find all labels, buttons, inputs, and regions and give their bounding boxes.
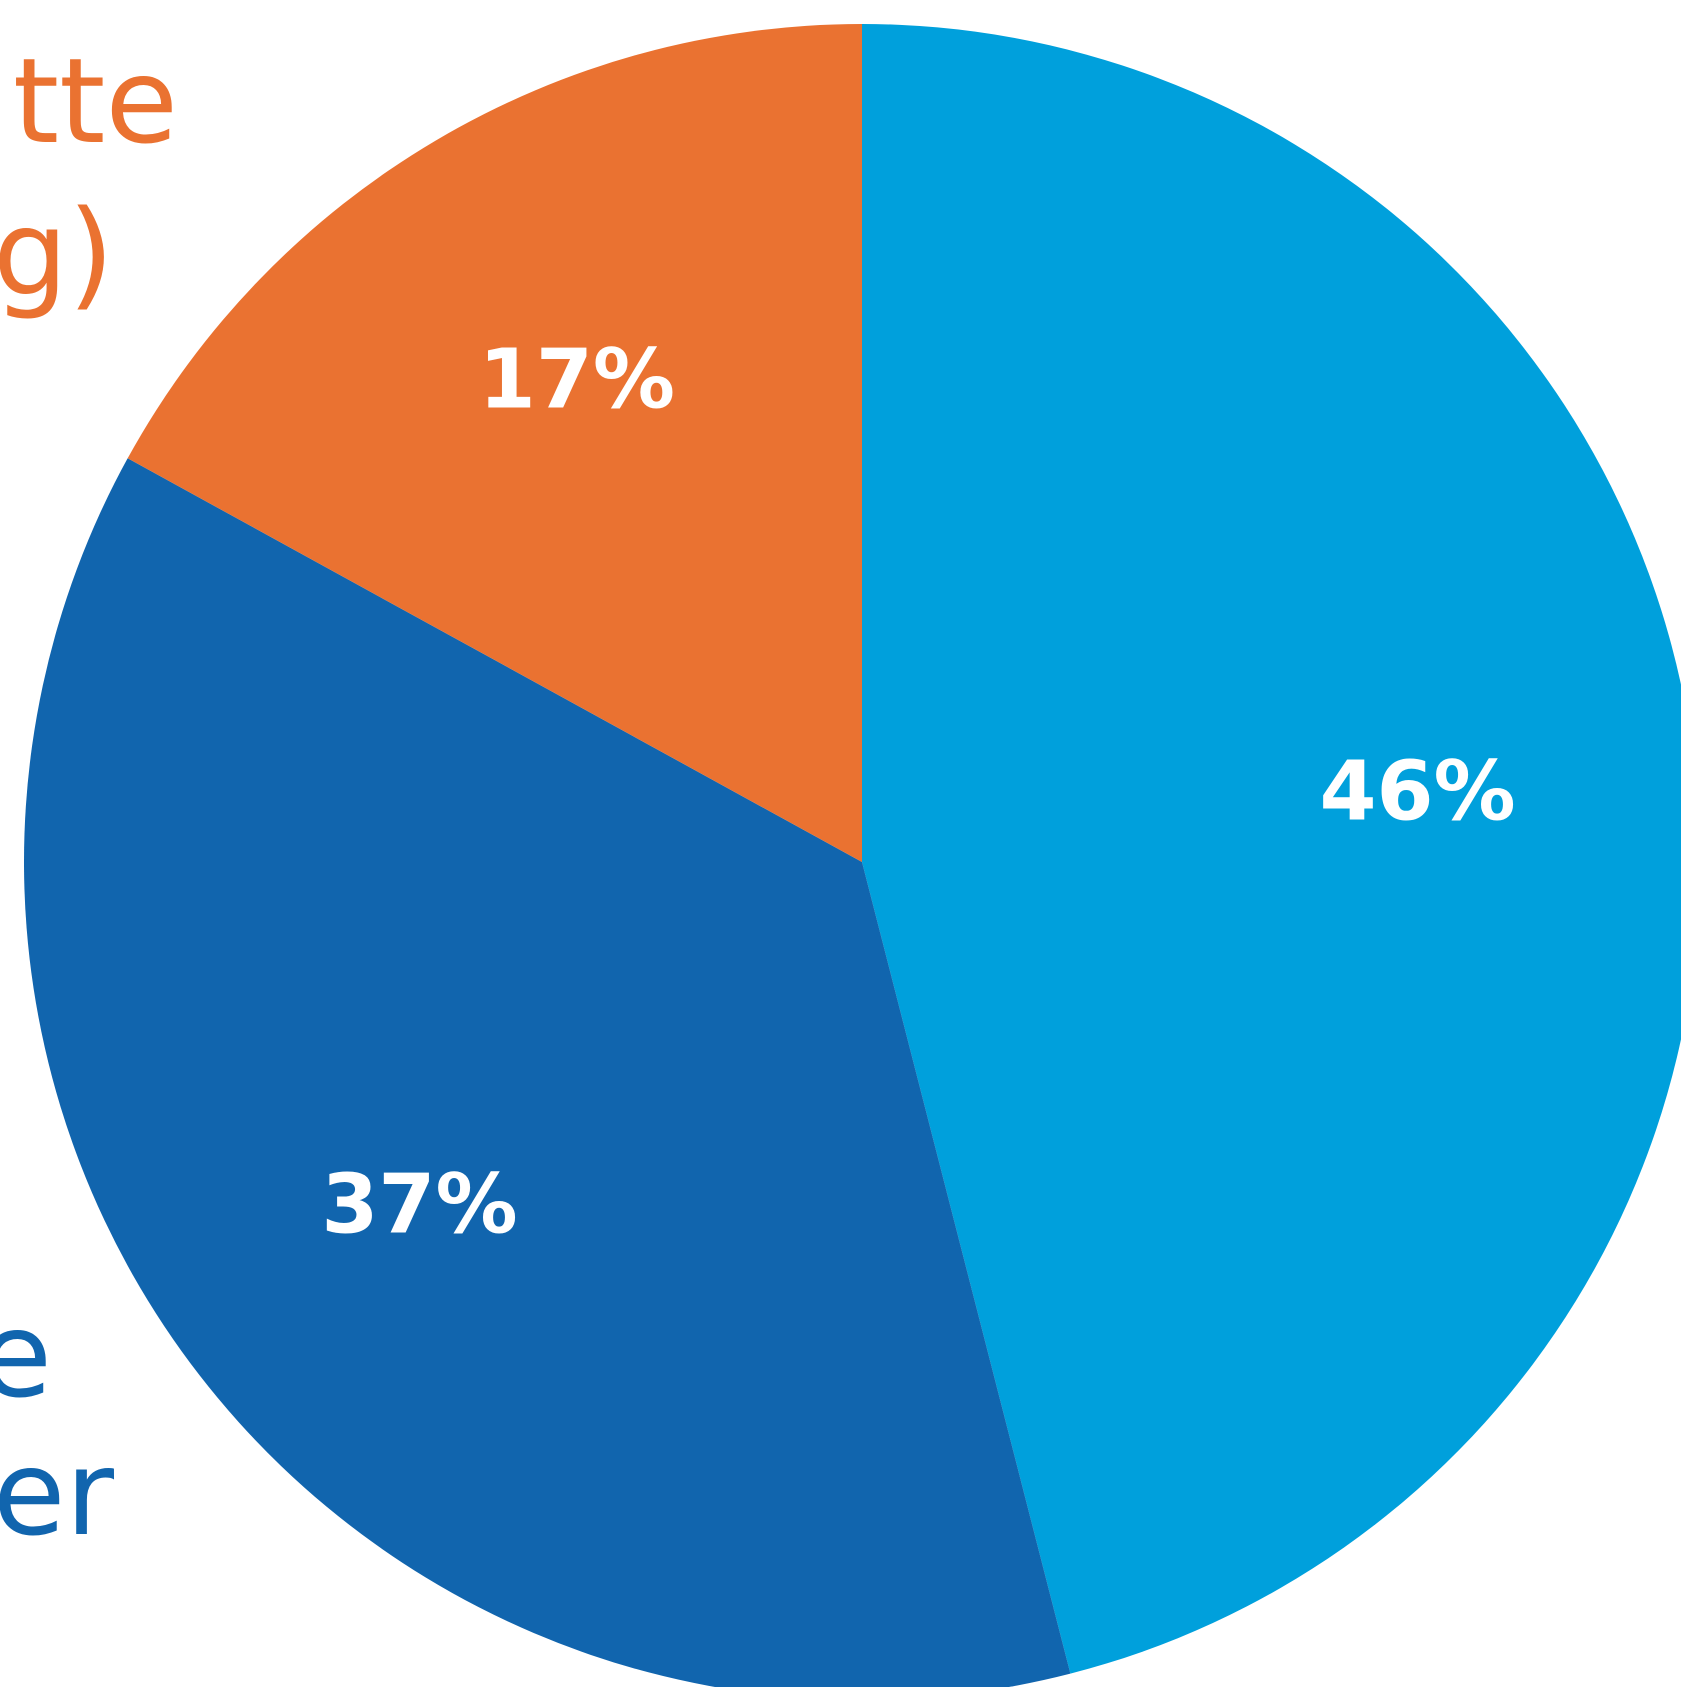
- slice-label-1: 46%: [1319, 744, 1515, 839]
- slice-label-2: 37%: [321, 1158, 517, 1253]
- pie-slice-1: [862, 24, 1681, 1674]
- pie-data-labels: 46% 37% 17%: [321, 332, 1515, 1252]
- side-text-bottom: e er: [0, 1286, 114, 1562]
- slice-label-3: 17%: [479, 332, 675, 427]
- side-text-top-line-2: g): [0, 184, 114, 322]
- pie-slice-2: [24, 458, 1071, 1687]
- pie-slice-3: [127, 24, 862, 862]
- side-text-bottom-line-2: er: [0, 1424, 114, 1562]
- side-text-top: tte g): [0, 32, 178, 322]
- side-text-top-line-1: tte: [13, 32, 178, 170]
- side-text-bottom-line-1: e: [0, 1286, 52, 1424]
- pie-slices: [24, 24, 1681, 1687]
